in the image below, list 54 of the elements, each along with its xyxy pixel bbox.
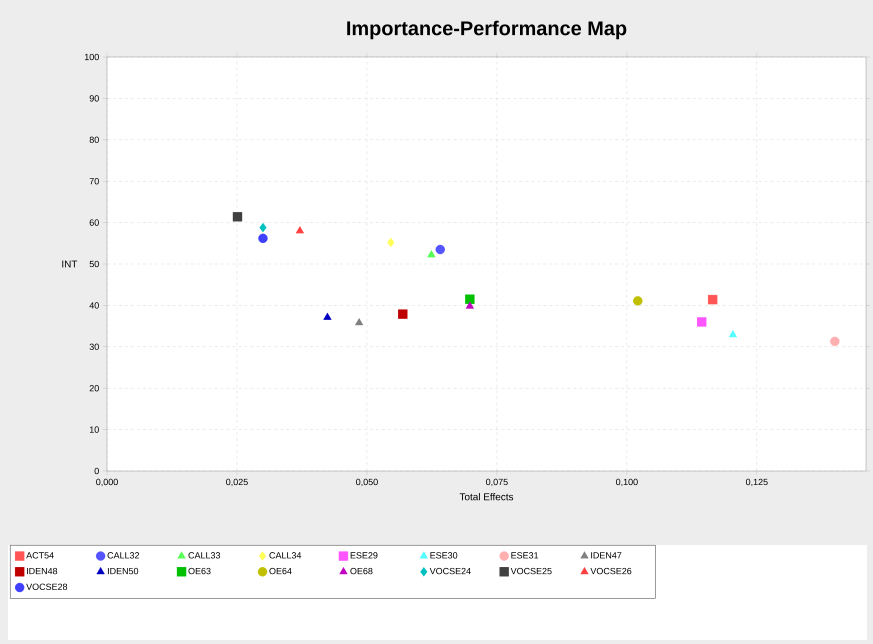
y-tick-label: 20: [90, 385, 99, 392]
point: [296, 226, 304, 234]
point: [465, 294, 475, 304]
legend-label: VOCSE26: [590, 568, 632, 574]
legend-label: ESE31: [511, 552, 538, 559]
legend-label: CALL33: [188, 552, 220, 559]
legend-label: ESE29: [350, 552, 378, 559]
chart-title: Importance-Performance Map: [347, 20, 626, 40]
point: [830, 336, 840, 346]
point: [259, 222, 267, 232]
x-tick-label: 0,100: [616, 478, 638, 486]
point: [728, 330, 738, 338]
point: [398, 309, 408, 319]
point: [466, 302, 474, 309]
legend-label: IDEN47: [591, 552, 622, 558]
point: [708, 294, 718, 304]
legend-label: OE68: [350, 568, 372, 574]
legend-label: ESE30: [430, 552, 458, 559]
x-tick-label: 0,050: [356, 478, 378, 486]
legend-label: IDEN48: [26, 568, 58, 574]
y-tick-label: 90: [90, 95, 99, 102]
point: [232, 212, 242, 222]
point: [697, 317, 706, 327]
legend-label: ACT54: [26, 552, 54, 559]
point: [323, 312, 332, 320]
legend-label: CALL34: [269, 552, 302, 559]
x-tick-label: 0,025: [226, 478, 248, 486]
y-tick-label: 40: [89, 302, 99, 309]
legend-label: OE63: [188, 568, 211, 574]
legend-label: IDEN50: [108, 568, 138, 574]
x-tick-label: 0,125: [746, 478, 768, 486]
point: [427, 250, 436, 258]
point: [355, 318, 364, 326]
x-tick-label: 0,075: [486, 478, 508, 486]
legend-label: OE64: [269, 568, 292, 574]
y-tick-label: 50: [90, 260, 99, 268]
y-tick-label: 80: [90, 136, 99, 143]
y-tick-label: 10: [90, 426, 99, 433]
legend-label: VOCSE24: [430, 568, 471, 574]
x-tick-label: 0,000: [96, 478, 118, 486]
y-tick-label: 0: [94, 468, 99, 474]
point: [436, 244, 445, 254]
y-tick-label: 70: [90, 178, 99, 184]
x-axis-title: Total Effects: [460, 493, 514, 500]
y-tick-label: 30: [90, 344, 99, 350]
legend-label: VOCSE28: [26, 584, 68, 590]
y-tick-label: 100: [84, 54, 99, 60]
point: [633, 296, 642, 306]
point: [387, 238, 394, 248]
legend-label: CALL32: [108, 552, 140, 559]
legend-label: VOCSE25: [510, 568, 552, 574]
y-axis-title: INT: [62, 260, 78, 268]
point: [258, 234, 268, 244]
y-tick-label: 60: [90, 219, 99, 226]
